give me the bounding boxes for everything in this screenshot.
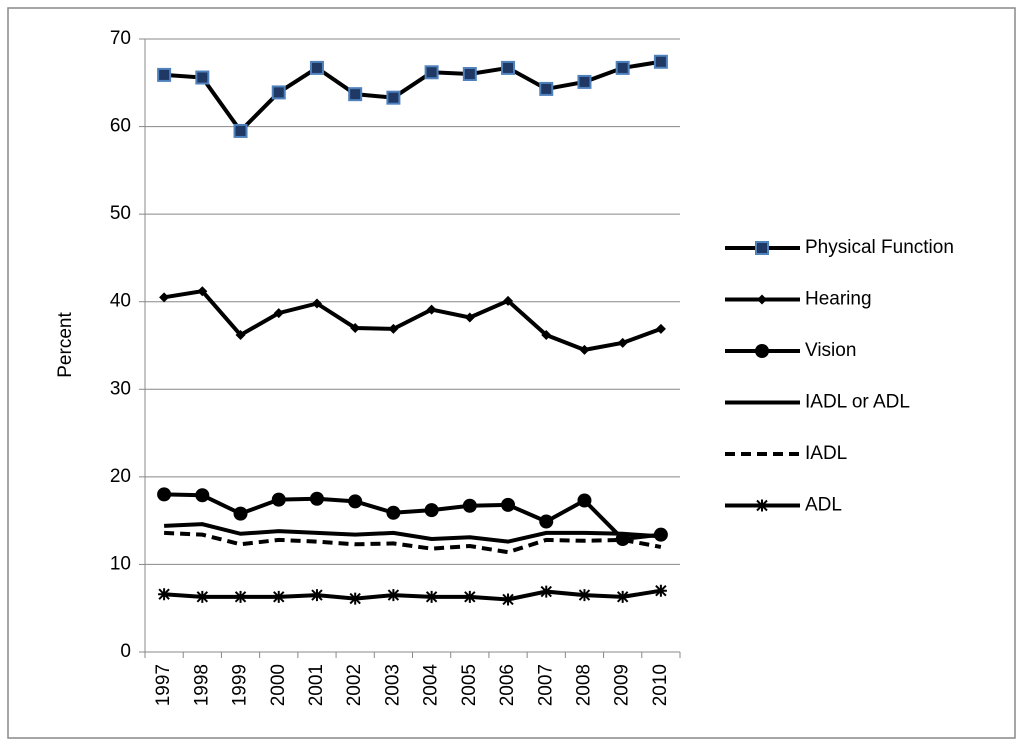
legend-marker [755,241,769,255]
data-marker [424,503,439,518]
data-marker [540,585,553,598]
data-marker [577,74,592,89]
y-tick-label: 10 [110,553,131,574]
legend-marker [757,294,767,305]
x-tick-label: 1999 [230,664,251,706]
data-marker [539,81,554,96]
data-marker [235,329,246,340]
x-tick-label: 2010 [650,664,671,706]
data-marker [350,322,361,333]
y-tick-label: 60 [110,116,131,137]
data-marker [615,60,630,75]
x-tick-label: 2006 [497,664,518,706]
series-line [164,522,662,544]
data-marker [425,590,438,603]
y-tick-label: 50 [110,203,131,224]
data-marker [159,292,170,303]
data-marker [539,514,554,529]
legend-label: Hearing [805,289,872,310]
x-tick-label: 1997 [153,664,174,706]
y-tick-label: 40 [110,291,131,312]
data-marker [273,308,284,319]
data-marker [654,584,667,597]
data-marker [233,506,248,521]
data-marker [157,487,172,502]
data-marker [348,87,363,102]
data-marker [501,60,516,75]
y-tick-label: 0 [120,641,131,662]
series-line [163,588,662,602]
series-line [163,289,662,352]
data-marker [616,590,629,603]
data-marker [271,85,286,100]
data-marker [502,593,515,606]
data-marker [386,505,401,520]
data-marker [158,588,171,601]
data-marker [464,312,475,323]
data-marker [234,590,247,603]
legend-marker [755,344,769,358]
data-marker [196,590,209,603]
series-line [164,530,662,555]
x-tick-label: 2007 [535,664,556,706]
data-marker [387,589,400,602]
data-marker [309,60,324,75]
data-marker [233,123,248,138]
data-marker [541,329,552,340]
data-marker [310,589,323,602]
x-tick-label: 2002 [344,664,365,706]
data-marker [309,491,324,506]
data-marker [348,494,363,509]
y-tick-label: 70 [110,28,131,49]
data-marker [311,298,322,309]
data-marker [195,70,210,85]
data-marker [157,67,172,82]
data-marker [578,589,591,602]
data-marker [617,337,628,348]
data-marker [655,323,666,334]
legend-label: IADL or ADL [805,392,910,413]
data-marker [424,65,439,80]
data-marker [271,492,286,507]
legend-label: IADL [805,443,847,464]
x-tick-label: 2008 [573,664,594,706]
data-marker [197,286,208,297]
x-tick-label: 2005 [459,664,480,706]
x-tick-label: 2004 [421,664,442,707]
data-marker [272,590,285,603]
data-marker [501,497,516,512]
data-marker [503,295,514,306]
legend-marker [756,499,768,512]
y-tick-label: 30 [110,378,131,399]
x-tick-label: 1998 [191,664,212,706]
y-axis-label: Percent [55,312,76,378]
data-marker [463,590,476,603]
data-marker [386,90,401,105]
data-marker [462,498,477,513]
data-marker [577,493,592,508]
legend-label: Vision [805,340,856,361]
y-tick-label: 20 [110,466,131,487]
legend-label: ADL [805,495,842,516]
data-marker [653,54,668,69]
legend-label: Physical Function [805,237,954,258]
data-marker [426,304,437,315]
chart-frame [7,7,1016,739]
data-marker [462,67,477,82]
x-tick-label: 2001 [306,664,327,706]
x-tick-label: 2003 [382,664,403,706]
data-marker [579,344,590,355]
x-tick-label: 2000 [268,664,289,706]
data-marker [349,592,362,605]
x-tick-label: 2009 [612,664,633,706]
data-marker [388,323,399,334]
data-marker [195,488,210,503]
